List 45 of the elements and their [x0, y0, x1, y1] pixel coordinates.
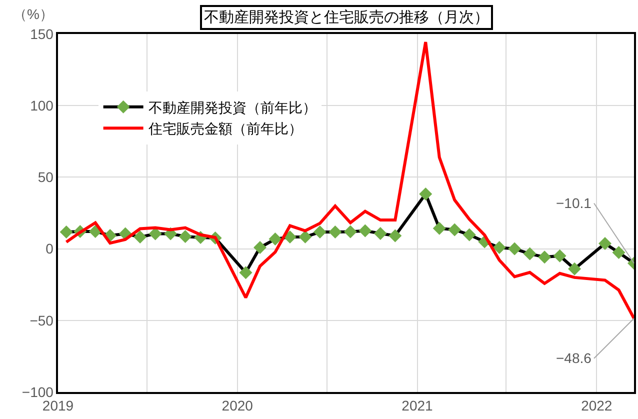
annotation: −48.6: [556, 350, 592, 366]
point: [523, 247, 536, 260]
y-axis-title: （%）: [13, 6, 54, 22]
point: [612, 246, 626, 260]
point: [313, 226, 326, 239]
annotation: −10.1: [556, 195, 592, 211]
point: [374, 226, 387, 240]
point: [253, 241, 266, 254]
chart-title: 不動産開発投資と住宅販売の推移（月次）: [204, 9, 489, 26]
y-tick-label: −100: [22, 384, 54, 400]
point: [492, 241, 506, 254]
point: [134, 230, 147, 244]
point: [462, 228, 476, 242]
point: [388, 229, 402, 242]
point: [148, 227, 162, 240]
x-tick-label: 2019: [42, 398, 74, 414]
point: [328, 226, 342, 239]
legend-label: 不動産開発投資（前年比）: [148, 99, 316, 116]
point: [508, 242, 522, 256]
point: [448, 223, 462, 236]
y-tick-label: 0: [46, 240, 54, 257]
point: [344, 225, 357, 238]
point: [298, 230, 312, 244]
point: [178, 230, 192, 243]
line-series: [64, 40, 634, 320]
point: [598, 237, 612, 250]
point: [568, 262, 582, 276]
point: [553, 249, 566, 262]
y-tick-label: 50: [38, 169, 54, 186]
x-tick-label: 2020: [222, 398, 254, 414]
y-tick-label: −50: [30, 312, 54, 328]
point: [268, 232, 282, 246]
point: [432, 222, 446, 235]
point: [283, 230, 296, 244]
legend-label: 住宅販売金額（前年比）: [147, 120, 302, 137]
x-tick-label: 2022: [581, 398, 612, 414]
point: [60, 226, 73, 239]
point: [88, 224, 102, 238]
point: [538, 250, 552, 264]
point: [239, 266, 252, 280]
point: [419, 187, 432, 200]
point: [358, 224, 372, 238]
x-tick-label: 2021: [402, 398, 434, 414]
y-tick-label: 100: [30, 98, 54, 114]
y-tick-label: 150: [30, 26, 54, 42]
